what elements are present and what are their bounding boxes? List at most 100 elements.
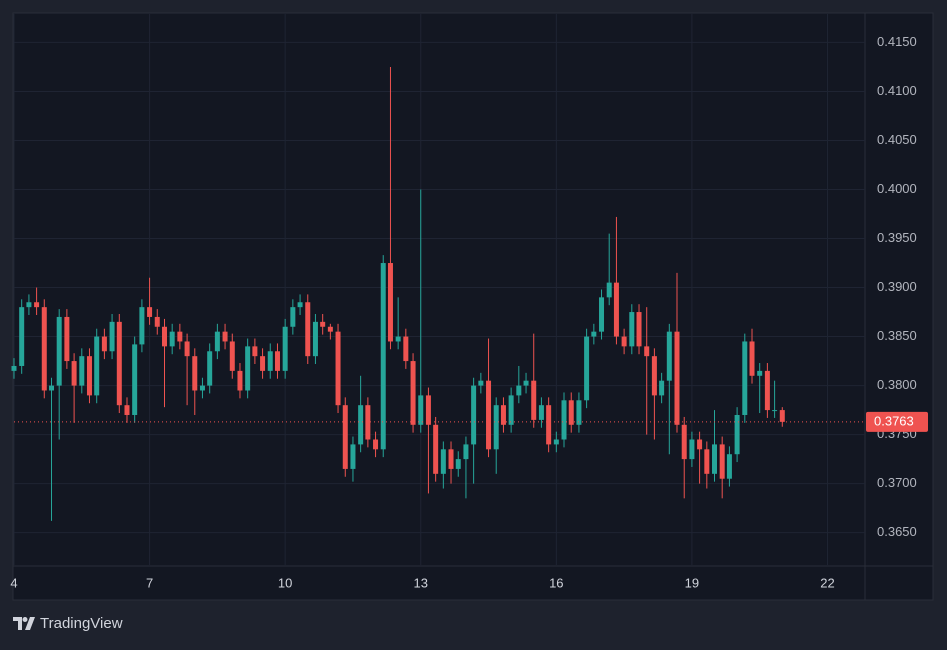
candle-body	[19, 307, 25, 366]
candle-body	[274, 351, 280, 371]
candle-body	[613, 282, 619, 337]
y-tick-label: 0.3850	[877, 328, 917, 343]
candle-body	[252, 346, 258, 357]
candle-body	[49, 385, 55, 391]
candle-body	[320, 321, 326, 327]
candle-body	[169, 331, 175, 347]
x-tick-label: 4	[10, 575, 17, 590]
y-tick-label: 0.4000	[877, 181, 917, 196]
candle-body	[500, 405, 506, 425]
candle-body	[516, 385, 522, 396]
candle-body	[116, 321, 122, 406]
last-price-label: 0.3763	[874, 413, 914, 428]
candle-body	[245, 346, 251, 391]
candle-body	[553, 439, 559, 445]
candle-body	[418, 395, 424, 425]
candle-body	[433, 424, 439, 474]
candle-body	[403, 336, 409, 362]
brand-name: TradingView	[40, 615, 123, 632]
candle-body	[139, 307, 145, 345]
candle-body	[659, 380, 665, 396]
candle-body	[154, 316, 160, 327]
y-tick-label: 0.3650	[877, 524, 917, 539]
candle-body	[335, 331, 341, 406]
y-tick-label: 0.3700	[877, 475, 917, 490]
candle-body	[674, 331, 680, 425]
candle-body	[214, 331, 220, 352]
candle-body	[772, 410, 778, 412]
candle-body	[199, 385, 205, 391]
candle-body	[779, 410, 785, 422]
y-tick-label: 0.4050	[877, 132, 917, 147]
candle-body	[757, 370, 763, 376]
y-tick-label: 0.3900	[877, 279, 917, 294]
candle-body	[448, 449, 454, 469]
candle-body	[237, 370, 243, 391]
candle-body	[380, 263, 386, 450]
candle-body	[599, 297, 605, 332]
candle-body	[531, 380, 537, 420]
candle-body	[486, 380, 492, 450]
candle-body	[697, 439, 703, 450]
candle-body	[568, 400, 574, 425]
candle-body	[305, 302, 311, 357]
candle-body	[207, 351, 213, 386]
x-tick-label: 10	[278, 575, 292, 590]
candle-body	[742, 341, 748, 415]
candle-body	[177, 331, 183, 342]
candle-body	[440, 449, 446, 474]
last-price-box	[866, 411, 928, 432]
candle-body	[373, 439, 379, 450]
candle-body	[471, 385, 477, 445]
candle-body	[726, 454, 732, 479]
candle-body	[538, 405, 544, 420]
candle-body	[478, 380, 484, 386]
candle-body	[712, 444, 718, 474]
y-tick-label: 0.4100	[877, 83, 917, 98]
candle-body	[689, 439, 695, 460]
candle-body	[124, 405, 130, 415]
candle-body	[546, 405, 552, 445]
candle-body	[267, 351, 273, 371]
candle-body	[11, 365, 17, 371]
candle-body	[666, 331, 672, 381]
candle-body	[342, 405, 348, 469]
x-tick-label: 16	[549, 575, 563, 590]
candle-body	[508, 395, 514, 425]
candle-body	[523, 380, 529, 386]
candle-body	[56, 316, 62, 386]
candle-body	[455, 459, 461, 469]
candle-body	[719, 444, 725, 479]
candle-body	[704, 449, 710, 474]
y-tick-label: 0.3950	[877, 230, 917, 245]
candle-body	[410, 361, 416, 425]
candle-body	[312, 321, 318, 357]
candle-body	[79, 356, 85, 386]
candle-body	[71, 361, 77, 386]
candle-body	[109, 321, 115, 352]
y-tick-label: 0.4150	[877, 34, 917, 49]
candle-body	[644, 346, 650, 357]
candle-body	[41, 307, 47, 391]
candle-body	[282, 326, 288, 371]
candle-body	[584, 336, 590, 401]
candle-body	[260, 356, 266, 371]
candle-body	[34, 302, 40, 308]
candle-body	[161, 326, 167, 347]
logo	[13, 617, 35, 630]
candle-body	[681, 424, 687, 460]
x-tick-label: 19	[685, 575, 699, 590]
candle-body	[94, 336, 100, 396]
candle-body	[606, 282, 612, 298]
candle-body	[749, 341, 755, 376]
candle-body	[365, 405, 371, 440]
candle-body	[463, 444, 469, 460]
x-tick-label: 13	[414, 575, 428, 590]
chart-panel	[12, 12, 934, 601]
candle-body	[591, 331, 597, 337]
candle-body	[101, 336, 107, 352]
candle-body	[621, 336, 627, 347]
candle-body	[425, 395, 431, 425]
candle-body	[26, 302, 32, 308]
candle-body	[327, 326, 333, 332]
